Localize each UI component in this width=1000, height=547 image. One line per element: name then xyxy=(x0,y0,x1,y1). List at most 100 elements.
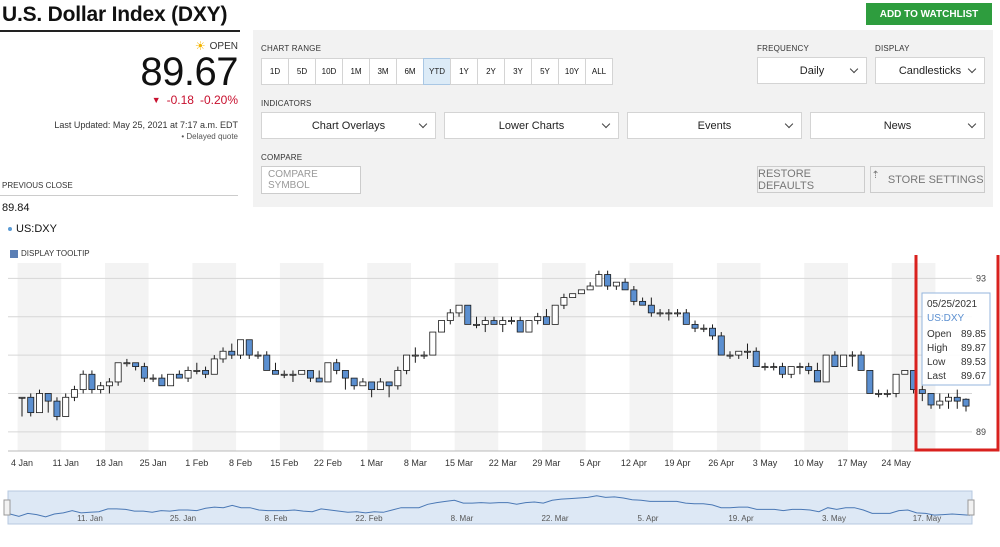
range-button-ytd[interactable]: YTD xyxy=(423,58,451,85)
tooltip-row-value: 89.53 xyxy=(961,357,986,368)
candle xyxy=(210,358,218,375)
candle xyxy=(883,393,891,395)
range-button-10y[interactable]: 10Y xyxy=(558,58,586,85)
candle xyxy=(892,373,900,394)
chart-overlays-select[interactable]: Chart Overlays xyxy=(261,112,436,139)
add-to-watchlist-button[interactable]: ADD TO WATCHLIST xyxy=(866,3,992,25)
candle xyxy=(612,281,620,287)
candle xyxy=(385,381,393,387)
candle xyxy=(149,377,157,380)
candle xyxy=(569,293,577,298)
candle xyxy=(254,354,262,357)
x-tick-label: 19 Apr xyxy=(665,458,691,468)
candle xyxy=(473,323,480,326)
candle xyxy=(848,354,856,357)
store-settings-label: STORE SETTINGS xyxy=(887,173,984,186)
candle xyxy=(656,312,664,315)
tooltip-row-label: Open xyxy=(927,329,951,340)
range-button-10d[interactable]: 10D xyxy=(315,58,343,85)
candle xyxy=(962,398,970,407)
candle xyxy=(202,370,210,375)
candle xyxy=(411,354,419,357)
candle xyxy=(438,320,446,333)
candle xyxy=(263,354,271,371)
chevron-down-icon xyxy=(849,64,859,74)
checkbox-icon[interactable] xyxy=(10,249,18,258)
candle xyxy=(114,362,122,383)
navigator-date-label: 5. Apr xyxy=(638,514,659,523)
candle xyxy=(219,350,227,360)
range-button-3y[interactable]: 3Y xyxy=(504,58,532,85)
events-label: Events xyxy=(697,119,732,132)
candle xyxy=(831,354,839,367)
news-select[interactable]: News xyxy=(810,112,985,139)
x-tick-label: 22 Mar xyxy=(489,458,517,468)
range-button-3m[interactable]: 3M xyxy=(369,58,397,85)
candlestick-chart[interactable]: 89 93 4 Jan 11 Jan 18 Jan 25 Jan 1 Feb 8 Feb 15 … xyxy=(0,255,1000,475)
navigator-date-label: 17. May xyxy=(913,514,941,523)
x-tick-label: 15 Mar xyxy=(445,458,473,468)
range-button-all[interactable]: ALL xyxy=(585,58,613,85)
candle xyxy=(709,327,716,337)
events-select[interactable]: Events xyxy=(627,112,802,139)
candle xyxy=(306,370,314,379)
candle xyxy=(27,396,35,414)
candle xyxy=(595,274,603,287)
tooltip-row-label: High xyxy=(927,343,948,354)
frequency-select[interactable]: Daily xyxy=(757,57,867,84)
candle xyxy=(761,366,769,368)
chevron-down-icon xyxy=(967,119,977,129)
candle xyxy=(237,339,244,356)
range-button-5d[interactable]: 5D xyxy=(288,58,316,85)
candle xyxy=(901,370,909,375)
candle xyxy=(927,393,935,406)
navigator-date-label: 25. Jan xyxy=(170,514,196,523)
candle xyxy=(140,366,148,379)
x-tick-label: 17 May xyxy=(838,458,868,468)
range-button-5y[interactable]: 5Y xyxy=(531,58,559,85)
candle xyxy=(726,354,734,357)
candle xyxy=(464,304,472,325)
week-band xyxy=(498,263,543,451)
candle xyxy=(778,366,786,375)
range-button-1d[interactable]: 1D xyxy=(261,58,289,85)
candle xyxy=(481,320,489,325)
store-settings-button[interactable]: ⇡ STORE SETTINGS xyxy=(870,166,985,193)
x-tick-label: 4 Jan xyxy=(11,458,33,468)
range-button-6m[interactable]: 6M xyxy=(396,58,424,85)
display-select[interactable]: Candlesticks xyxy=(875,57,985,84)
candle xyxy=(324,362,332,383)
tooltip-row-label: Low xyxy=(927,357,946,368)
chart-controls-panel: CHART RANGE 1D 5D 10D 1M 3M 6M YTD 1Y 2Y 3Y 5Y 10Y A… xyxy=(253,30,993,207)
candle xyxy=(376,381,384,391)
candle xyxy=(639,300,647,306)
chevron-down-icon xyxy=(601,119,611,129)
range-button-1m[interactable]: 1M xyxy=(342,58,370,85)
range-button-1y[interactable]: 1Y xyxy=(450,58,478,85)
candle xyxy=(770,366,778,368)
tooltip-row-value: 89.85 xyxy=(961,329,986,340)
indicators-label: INDICATORS xyxy=(261,99,312,108)
candle xyxy=(508,320,515,322)
x-tick-label: 5 Apr xyxy=(580,458,601,468)
candle xyxy=(744,350,751,353)
display-tooltip-toggle[interactable]: DISPLAY TOOLTIP xyxy=(10,249,90,258)
candle xyxy=(298,370,306,375)
restore-defaults-button[interactable]: RESTORE DEFAULTS xyxy=(757,166,865,193)
lower-charts-select[interactable]: Lower Charts xyxy=(444,112,619,139)
x-tick-label: 3 May xyxy=(753,458,778,468)
compare-label: COMPARE xyxy=(261,153,303,162)
compare-symbol-input[interactable]: COMPARE SYMBOL xyxy=(261,166,361,194)
range-button-2y[interactable]: 2Y xyxy=(477,58,505,85)
candle xyxy=(289,373,297,376)
divider xyxy=(0,195,238,196)
range-navigator[interactable]: 11. Jan 25. Jan 8. Feb 22. Feb 8. Mar 22. Mar… xyxy=(0,488,1000,528)
x-tick-label: 25 Jan xyxy=(140,458,167,468)
series-symbol-text: US:DXY xyxy=(16,223,57,235)
candle xyxy=(630,289,638,302)
candle xyxy=(822,354,830,383)
candle xyxy=(245,339,253,356)
candle xyxy=(953,396,961,402)
series-dot-icon xyxy=(8,227,12,231)
navigator-date-label: 19. Apr xyxy=(728,514,754,523)
